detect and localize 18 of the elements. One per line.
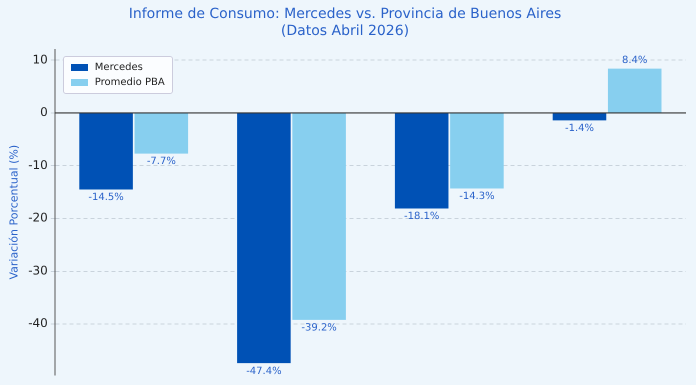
data-label: 8.4% xyxy=(622,55,648,66)
data-label: -1.4% xyxy=(564,122,594,134)
y-tick-label: -10 xyxy=(28,158,48,172)
data-label: -14.5% xyxy=(88,192,124,204)
data-label: -47.4% xyxy=(246,366,282,377)
y-tick-label: -40 xyxy=(28,316,48,330)
y-tick-label: 10 xyxy=(32,52,48,66)
data-label: -39.2% xyxy=(301,322,337,334)
y-tick-label: -20 xyxy=(28,210,48,225)
y-tick-label: -30 xyxy=(28,263,48,278)
y-tick-label: 0 xyxy=(40,105,48,120)
legend-label: Mercedes xyxy=(94,62,143,73)
legend-label: Promedio PBA xyxy=(94,76,165,88)
y-axis-title: Variación Porcentual (%) xyxy=(7,144,20,280)
data-label: -14.3% xyxy=(459,191,495,202)
chart-title: Informe de Consumo: Mercedes vs. Provincia de Buenos Aires (Datos Abril 2026) xyxy=(128,6,562,39)
data-label: -7.7% xyxy=(146,156,176,168)
data-label: -18.1% xyxy=(404,211,440,222)
